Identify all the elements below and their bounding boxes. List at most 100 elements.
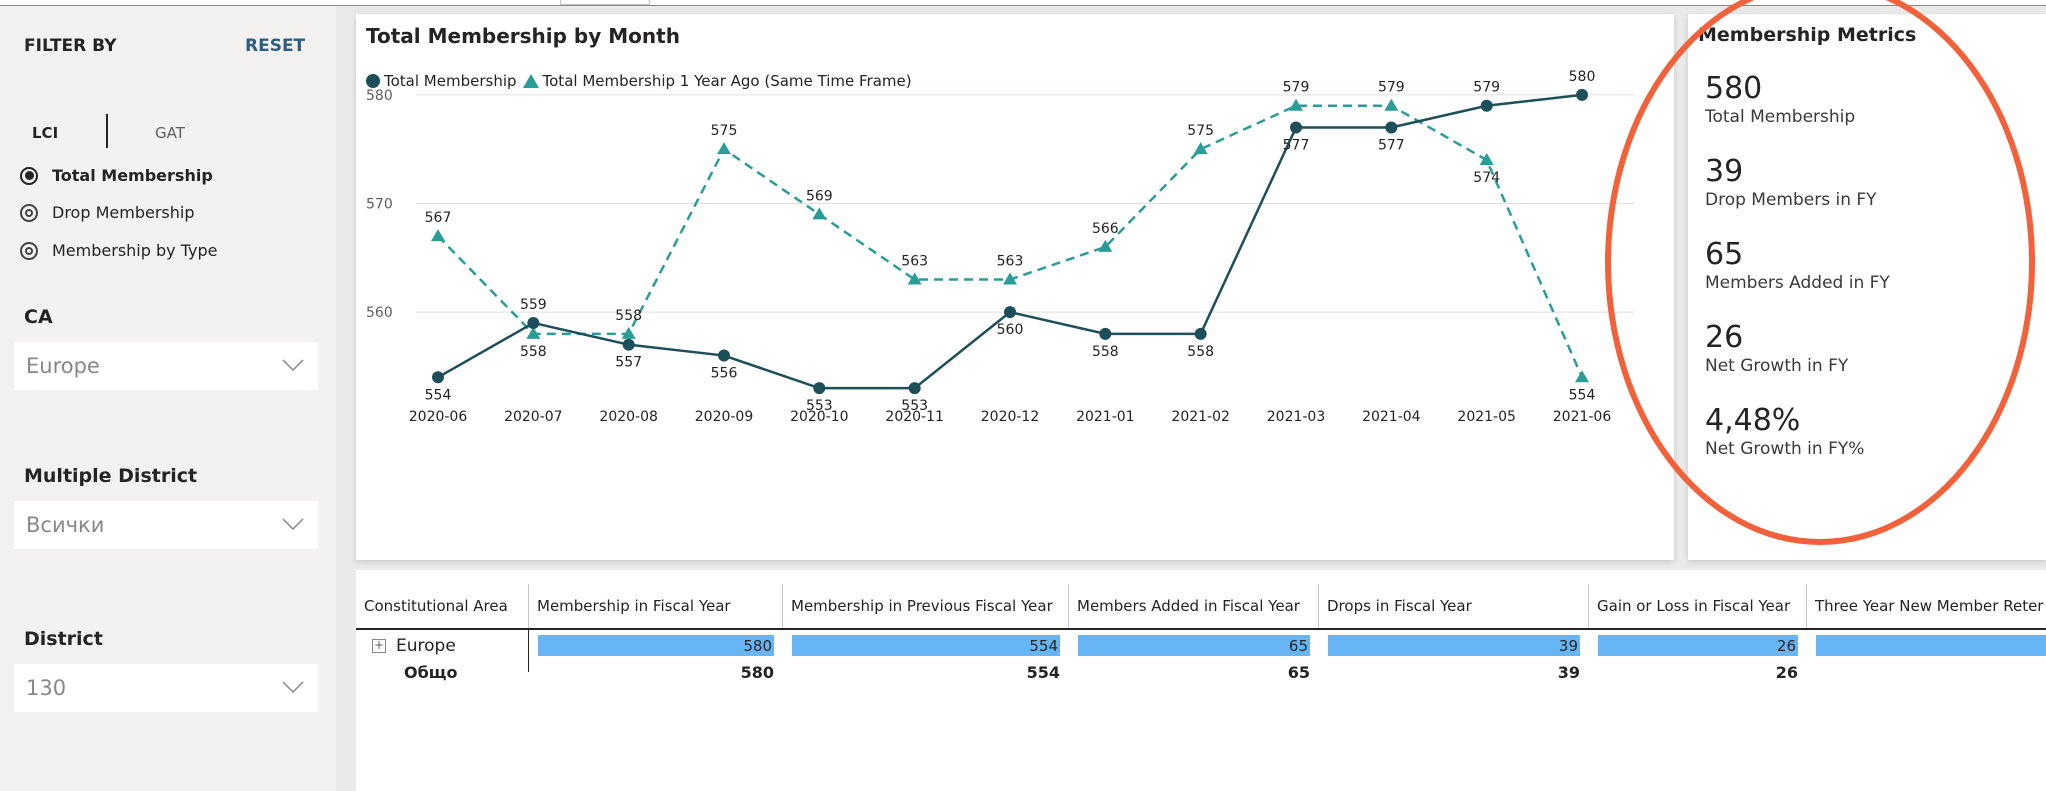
metric-net-growth-percent: 4,48% Net Growth in FY% <box>1705 404 1864 459</box>
chevron-down-icon <box>282 359 304 372</box>
data-point-previous <box>621 326 636 339</box>
data-point-current <box>527 316 540 329</box>
metric-value: 4,48% <box>1705 403 1801 438</box>
metric-value: 580 <box>1705 71 1763 106</box>
expand-icon[interactable]: + <box>372 638 386 653</box>
databar-cell: 554 <box>792 635 1060 656</box>
chevron-down-icon <box>282 518 304 531</box>
x-tick-label: 2021-06 <box>1553 409 1612 425</box>
data-label-current: 556 <box>711 366 738 382</box>
ca-dropdown[interactable]: Europe <box>14 342 318 390</box>
chart-legend: Total Membership Total Membership 1 Year… <box>366 72 912 90</box>
data-point-current <box>1385 121 1398 134</box>
data-label-previous: 579 <box>1378 80 1405 96</box>
top-tab <box>560 0 650 5</box>
line-chart[interactable]: 560 570 580 2020-06 2020-07 2020-08 2020-09 202… <box>356 14 1674 560</box>
data-label-previous: 569 <box>806 188 833 204</box>
data-label-current: 560 <box>997 322 1024 338</box>
x-tick-label: 2020-08 <box>599 409 658 425</box>
x-tick-label: 2021-02 <box>1171 409 1230 425</box>
metric-total-membership: 580 Total Membership <box>1705 72 1855 127</box>
toggle-gat[interactable]: GAT <box>155 124 185 142</box>
chart-title: Total Membership by Month <box>366 24 680 48</box>
x-tick-label: 2020-06 <box>409 409 468 425</box>
databar-cell-truncated <box>1816 635 2046 656</box>
data-point-current <box>432 371 444 384</box>
legend-item-previous: Total Membership 1 Year Ago (Same Time F… <box>542 72 912 90</box>
data-point-previous <box>1193 142 1208 155</box>
radio-selected-icon <box>20 166 38 185</box>
membership-chart-panel: Total Membership by Month Total Membersh… <box>356 14 1674 560</box>
total-cell: 65 <box>1287 663 1310 682</box>
data-label-previous: 567 <box>425 210 452 226</box>
data-label-current: 553 <box>806 398 833 414</box>
filter-sidebar: FILTER BY RESET LCI GAT Total Membership… <box>0 6 336 791</box>
data-label-previous: 575 <box>1187 123 1214 139</box>
column-header[interactable]: Gain or Loss in Fiscal Year <box>1588 584 1806 628</box>
data-label-current: 557 <box>615 355 642 371</box>
legend-dot-icon <box>366 74 380 88</box>
filter-label-district: District <box>24 628 103 650</box>
reset-button[interactable]: RESET <box>245 36 306 56</box>
dropdown-value: Всички <box>26 513 105 537</box>
x-tick-label: 2020-11 <box>885 409 944 425</box>
metrics-title: Membership Metrics <box>1698 24 1917 46</box>
radio-label: Membership by Type <box>52 241 218 260</box>
data-point-current <box>1194 327 1207 340</box>
metric-label: Total Membership <box>1705 107 1856 127</box>
metric-value: 26 <box>1705 320 1744 355</box>
data-point-previous <box>717 142 731 155</box>
data-point-current <box>1576 88 1588 101</box>
column-header[interactable]: Membership in Previous Fiscal Year <box>782 584 1068 628</box>
y-tick-label: 560 <box>366 305 393 321</box>
header-divider <box>356 628 2046 630</box>
radio-label: Drop Membership <box>52 203 195 222</box>
data-point-previous <box>1384 98 1399 111</box>
data-label-current: 558 <box>1092 344 1119 360</box>
x-tick-label: 2020-09 <box>695 409 754 425</box>
row-name: Europe <box>396 636 456 656</box>
radio-membership-by-type[interactable]: Membership by Type <box>20 241 217 260</box>
data-point-current <box>1099 327 1112 340</box>
data-point-current <box>718 349 730 362</box>
data-point-current <box>908 382 921 395</box>
data-point-previous <box>431 229 445 242</box>
data-label-previous: 566 <box>1092 221 1119 237</box>
data-point-current <box>1004 306 1016 319</box>
metric-label: Net Growth in FY <box>1705 356 1849 376</box>
data-point-previous <box>526 326 541 339</box>
column-header[interactable]: Three Year New Member Reter <box>1806 584 2046 628</box>
radio-drop-membership[interactable]: Drop Membership <box>20 203 194 222</box>
radio-total-membership[interactable]: Total Membership <box>20 166 213 185</box>
radio-unselected-icon <box>20 241 38 260</box>
data-point-current <box>622 338 635 351</box>
data-point-previous <box>1479 153 1494 166</box>
column-header[interactable]: Drops in Fiscal Year <box>1318 584 1588 628</box>
data-label-current: 577 <box>1378 137 1405 153</box>
metrics-panel: Membership Metrics 580 Total Membership … <box>1688 14 2046 560</box>
metric-label: Net Growth in FY% <box>1705 439 1865 459</box>
column-header[interactable]: Members Added in Fiscal Year <box>1068 584 1318 628</box>
total-cell: 39 <box>1557 663 1580 682</box>
total-row-label: Общо <box>404 662 458 682</box>
data-label-previous: 558 <box>615 308 642 324</box>
x-tick-label: 2021-05 <box>1457 409 1516 425</box>
column-divider <box>528 630 529 672</box>
data-point-current <box>1290 121 1302 134</box>
data-point-previous <box>907 272 922 285</box>
data-point-previous <box>1575 370 1589 383</box>
data-label-current: 579 <box>1473 80 1500 96</box>
column-header[interactable]: Constitutional Area <box>364 597 508 615</box>
data-point-previous <box>812 207 827 220</box>
table-row-label[interactable]: + Europe <box>372 634 456 658</box>
column-header[interactable]: Membership in Fiscal Year <box>528 584 782 628</box>
multiple-district-dropdown[interactable]: Всички <box>14 501 318 549</box>
metric-drop-members: 39 Drop Members in FY <box>1705 155 1877 210</box>
legend-triangle-icon <box>522 74 539 88</box>
data-label-current: 559 <box>520 297 547 313</box>
data-point-previous <box>1098 239 1113 252</box>
district-dropdown[interactable]: 130 <box>14 664 318 712</box>
toggle-lci[interactable]: LCI <box>32 124 59 142</box>
data-label-previous: 554 <box>1569 387 1596 403</box>
data-point-current <box>813 382 826 395</box>
